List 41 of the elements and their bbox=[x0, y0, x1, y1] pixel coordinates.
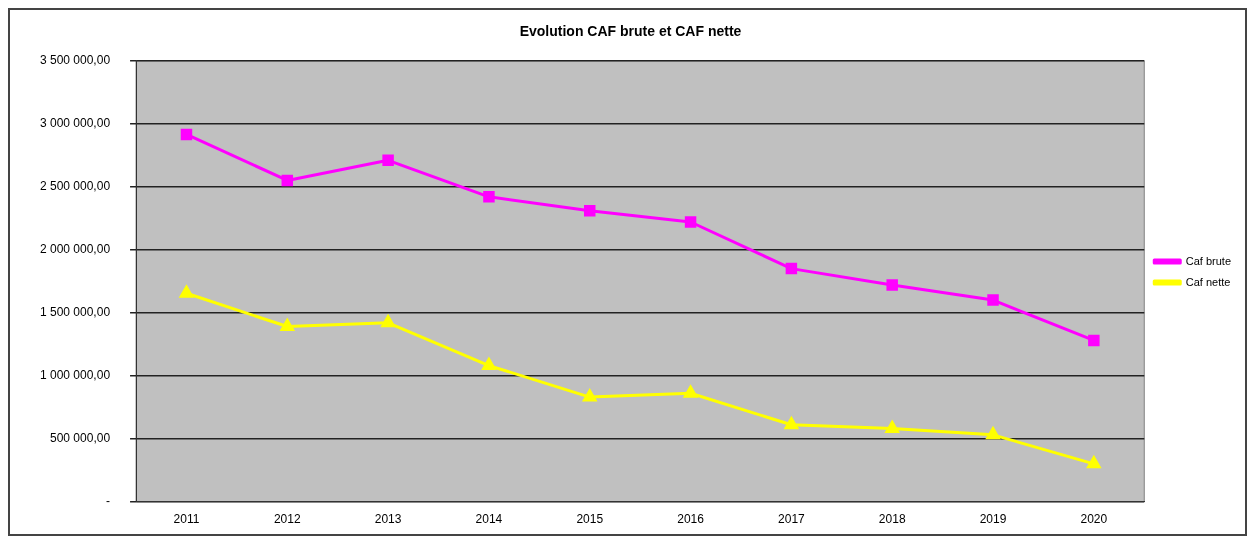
point bbox=[381, 315, 395, 328]
point bbox=[583, 389, 597, 402]
point bbox=[483, 191, 495, 203]
y-tick-label: 3 000 000,00 bbox=[39, 116, 111, 131]
x-tick-label: 2012 bbox=[273, 512, 301, 527]
point bbox=[885, 421, 899, 434]
y-tick-label: 3 500 000,00 bbox=[39, 53, 111, 68]
x-tick-label: 2016 bbox=[677, 512, 705, 527]
x-tick-label: 2014 bbox=[475, 512, 503, 527]
point bbox=[986, 427, 1000, 440]
x-tick-label: 2015 bbox=[576, 512, 604, 527]
chart-title: Evolution CAF brute et CAF nette bbox=[519, 23, 742, 40]
x-tick-label: 2017 bbox=[778, 512, 806, 527]
point bbox=[1087, 456, 1101, 469]
y-tick-label: 2 000 000,00 bbox=[39, 242, 111, 257]
x-tick-label: 2011 bbox=[173, 512, 200, 527]
point bbox=[584, 204, 596, 217]
y-tick-label: 1 500 000,00 bbox=[39, 305, 111, 319]
point bbox=[684, 216, 697, 228]
point bbox=[482, 358, 496, 371]
x-tick-label: 2018 bbox=[878, 512, 906, 527]
point bbox=[179, 285, 194, 298]
point bbox=[280, 319, 294, 332]
legend-label: Caf nette bbox=[1185, 275, 1231, 288]
point bbox=[683, 385, 698, 398]
point bbox=[281, 174, 294, 187]
y-tick-label: - bbox=[106, 493, 111, 508]
point bbox=[987, 294, 999, 306]
point bbox=[785, 262, 798, 275]
x-tick-label: 2013 bbox=[374, 512, 402, 527]
y-tick-label: 1 000 000,00 bbox=[39, 367, 111, 382]
x-tick-label: 2020 bbox=[1080, 512, 1108, 527]
x-tick-label: 2019 bbox=[979, 512, 1007, 527]
point bbox=[382, 154, 394, 167]
point bbox=[784, 417, 799, 430]
point bbox=[180, 128, 193, 141]
y-tick-label: 2 500 000,00 bbox=[39, 179, 111, 194]
legend-label: Caf brute bbox=[1185, 254, 1231, 267]
point bbox=[1088, 334, 1100, 347]
y-tick-label: 500 000,00 bbox=[50, 430, 111, 445]
point bbox=[886, 279, 898, 291]
